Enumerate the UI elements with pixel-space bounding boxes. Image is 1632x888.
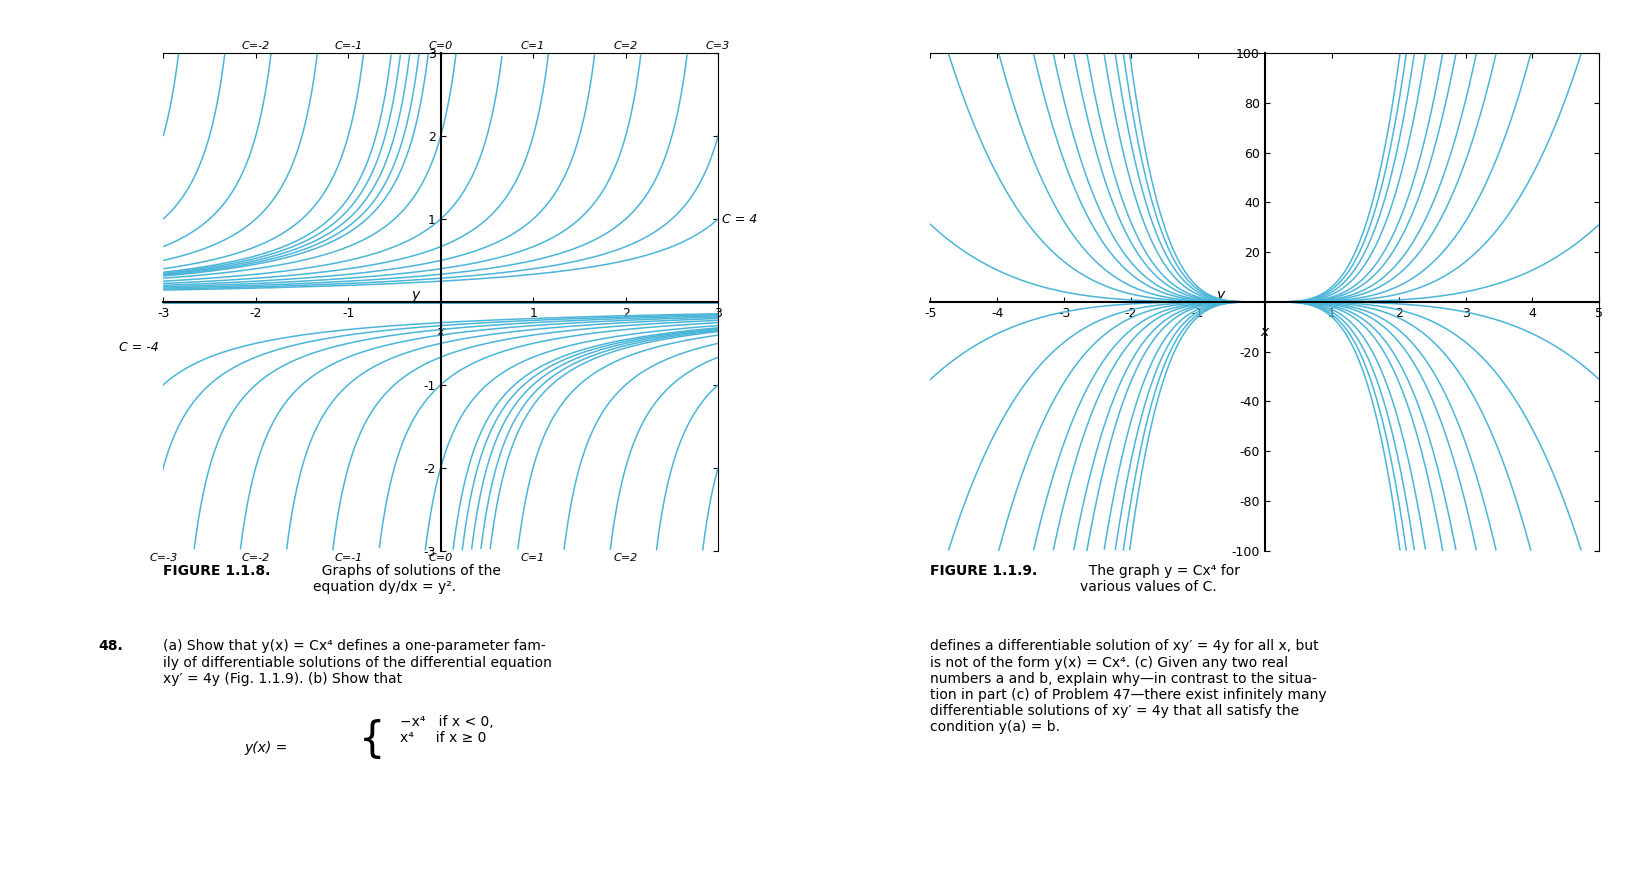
- Text: {: {: [359, 719, 385, 761]
- Y-axis label: y: y: [1216, 288, 1224, 302]
- X-axis label: x: x: [1260, 325, 1270, 339]
- Text: y(x) =: y(x) =: [245, 741, 289, 756]
- Text: FIGURE 1.1.9.: FIGURE 1.1.9.: [930, 564, 1038, 578]
- Text: 48.: 48.: [98, 639, 122, 654]
- Text: The graph y = Cx⁴ for
various values of C.: The graph y = Cx⁴ for various values of …: [1080, 564, 1240, 594]
- Text: C = -4: C = -4: [119, 341, 158, 354]
- Text: C=1: C=1: [521, 553, 545, 563]
- Text: C = 4: C = 4: [723, 212, 757, 226]
- Text: defines a differentiable solution of xy′ = 4y for all x, but
is not of the form : defines a differentiable solution of xy′…: [930, 639, 1327, 734]
- X-axis label: x: x: [436, 325, 446, 339]
- Text: C=0: C=0: [429, 41, 452, 51]
- Text: C=2: C=2: [614, 553, 638, 563]
- Y-axis label: y: y: [411, 288, 419, 302]
- Text: C=-2: C=-2: [242, 553, 269, 563]
- Text: C=-2: C=-2: [242, 41, 269, 51]
- Text: C=3: C=3: [707, 41, 730, 51]
- Text: C=0: C=0: [429, 553, 452, 563]
- Text: C=-1: C=-1: [335, 553, 362, 563]
- Text: (a) Show that y(x) = Cx⁴ defines a one-parameter fam-
ily of differentiable solu: (a) Show that y(x) = Cx⁴ defines a one-p…: [163, 639, 552, 686]
- Text: C=-3: C=-3: [149, 553, 178, 563]
- Text: C=2: C=2: [614, 41, 638, 51]
- Text: FIGURE 1.1.8.: FIGURE 1.1.8.: [163, 564, 271, 578]
- Text: −x⁴   if x < 0,
x⁴     if x ≥ 0: −x⁴ if x < 0, x⁴ if x ≥ 0: [400, 715, 493, 745]
- Text: C=1: C=1: [521, 41, 545, 51]
- Text: Graphs of solutions of the
equation dy/dx = y².: Graphs of solutions of the equation dy/d…: [313, 564, 501, 594]
- Text: C=-1: C=-1: [335, 41, 362, 51]
